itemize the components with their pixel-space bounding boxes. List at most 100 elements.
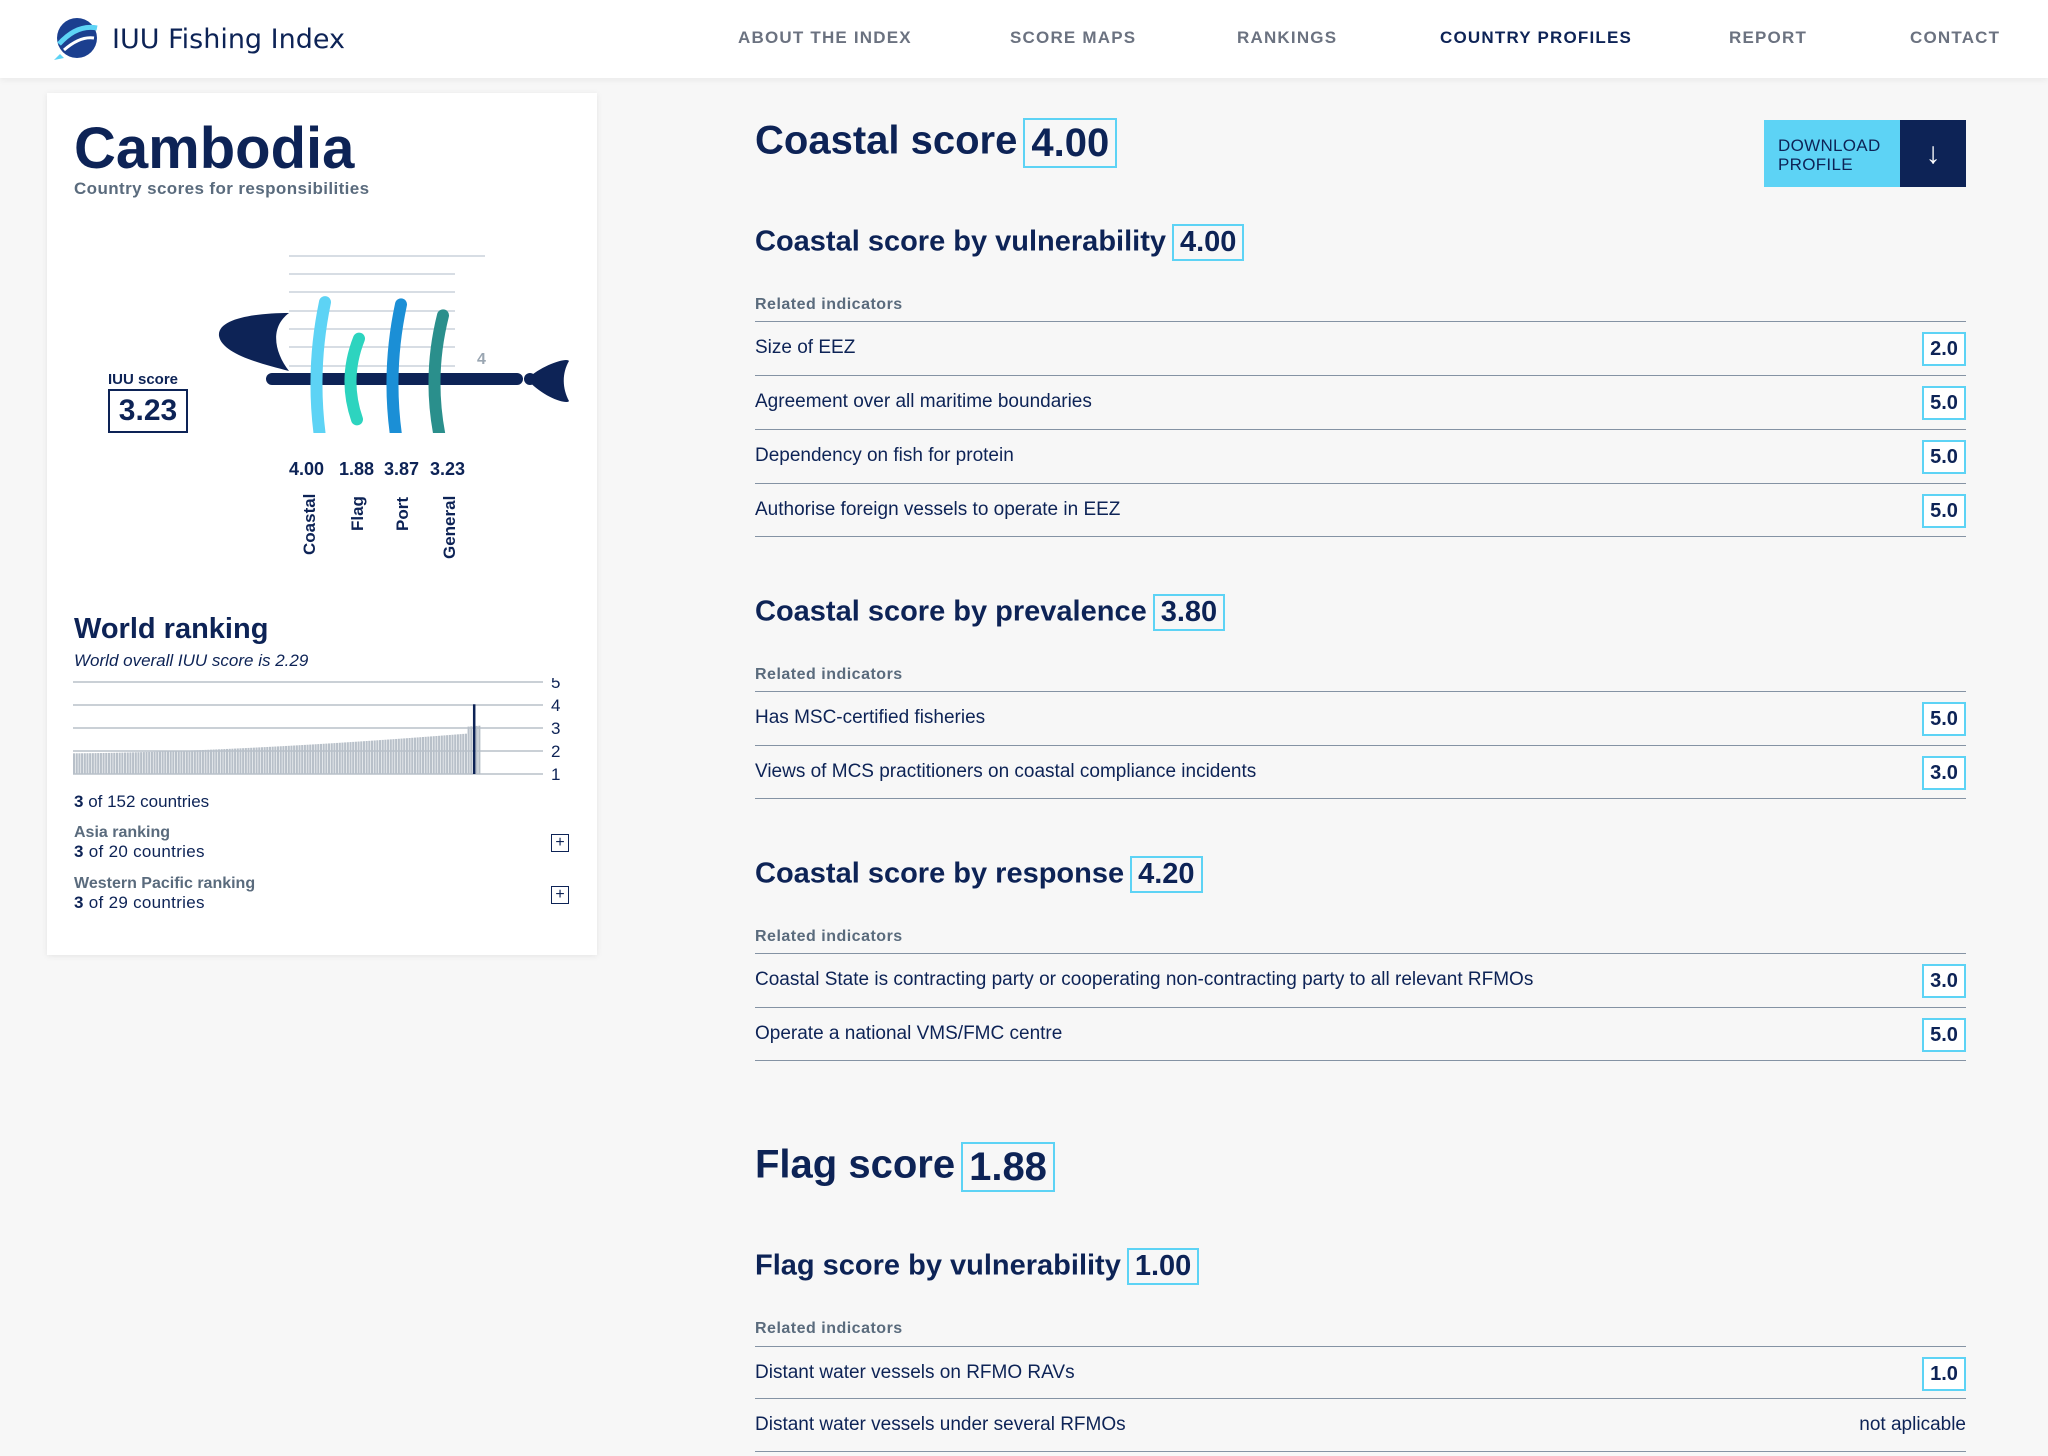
rank-bar (223, 749, 226, 774)
world-ranking-title: World ranking (74, 613, 269, 645)
rank-bar (290, 745, 293, 774)
rank-bar (180, 750, 183, 774)
rank-bar (107, 752, 110, 774)
rank-bar (287, 745, 290, 774)
rank-bar (341, 742, 344, 774)
rank-axis-tick-label: 3 (551, 719, 560, 738)
top-navigation-bar: IUU Fishing Index ABOUT THE INDEX SCORE … (0, 0, 2048, 78)
rank-bar (301, 745, 304, 774)
related-indicators-label: Related indicators (755, 1320, 903, 1337)
world-rank-count: 3 of 152 countries (74, 792, 210, 811)
indicator-row: Coastal State is contracting party or co… (755, 953, 1966, 1006)
nav-contact[interactable]: CONTACT (1910, 28, 2001, 47)
indicator-label: Distant water vessels on RFMO RAVs (755, 1362, 1075, 1383)
flag-score-value: 1.88 (339, 459, 375, 479)
rank-bar (234, 748, 237, 774)
expand-western-pacific-ranking-icon[interactable]: + (551, 886, 569, 904)
coastal-prevalence-heading: Coastal score by prevalence 3.80 (755, 594, 1226, 632)
rank-bar (419, 737, 422, 774)
rank-bar (172, 751, 175, 774)
rank-bar (260, 747, 263, 774)
rank-bar (191, 750, 194, 774)
nav-about-the-index[interactable]: ABOUT THE INDEX (738, 28, 912, 47)
rank-bar (376, 740, 379, 774)
fish-head-shape (218, 313, 289, 371)
indicator-row: Agreement over all maritime boundaries 5… (755, 375, 1966, 428)
nav-report[interactable]: REPORT (1729, 28, 1808, 47)
rank-bar (408, 738, 411, 774)
rank-bar (271, 746, 274, 774)
related-indicators-label: Related indicators (755, 296, 903, 313)
rank-bar (328, 743, 331, 774)
rank-bar (113, 752, 116, 774)
rank-bar (129, 752, 132, 774)
rank-bar (362, 741, 365, 774)
indicator-label: Agreement over all maritime boundaries (755, 391, 1092, 412)
nav-rankings[interactable]: RANKINGS (1237, 28, 1338, 47)
rank-bar (110, 752, 113, 774)
expand-asia-ranking-icon[interactable]: + (551, 834, 569, 852)
country-name: Cambodia (74, 116, 355, 181)
rank-bar (454, 734, 457, 774)
indicator-not-applicable: not aplicable (1859, 1414, 1966, 1435)
rank-bar (212, 749, 215, 774)
rank-bar (319, 743, 323, 774)
country-profile-card: Cambodia Country scores for responsibili… (47, 93, 597, 955)
coastal-vulnerability-heading: Coastal score by vulnerability 4.00 (755, 224, 1245, 262)
general-category-label: General (440, 495, 459, 559)
indicator-score: 5.0 (1922, 702, 1966, 736)
nav-score-maps[interactable]: SCORE MAPS (1010, 28, 1137, 47)
general-score-value: 3.23 (430, 459, 466, 479)
indicator-score: 3.0 (1922, 756, 1966, 790)
rank-bar (226, 748, 229, 774)
rank-bar (322, 743, 325, 774)
rank-bar (185, 750, 188, 774)
rank-bar (403, 738, 406, 774)
download-profile-button[interactable]: DOWNLOAD PROFILE ↓ (1764, 120, 1966, 187)
port-category-label: Port (393, 497, 412, 531)
rank-bar (392, 739, 395, 774)
rib-general (428, 309, 449, 433)
site-logo[interactable]: IUU Fishing Index (50, 14, 345, 64)
rank-bar (451, 734, 454, 774)
rank-bar (314, 744, 317, 774)
iuu-score-value: 3.23 (108, 389, 188, 433)
western-pacific-ranking-count: 3 of 29 countries (74, 893, 205, 912)
rank-bar (430, 736, 433, 774)
asia-ranking-label: Asia ranking (74, 824, 171, 841)
world-ranking-subtitle: World overall IUU score is 2.29 (74, 651, 309, 670)
rank-bar (132, 752, 135, 774)
indicator-row: Distant water vessels under several RFMO… (755, 1398, 1966, 1452)
indicator-label: Distant water vessels under several RFMO… (755, 1414, 1126, 1435)
rank-bar (274, 746, 277, 774)
rank-bar (94, 753, 97, 774)
rank-bar (242, 748, 245, 774)
rank-bar (175, 751, 178, 774)
rank-bar (209, 749, 212, 774)
rank-bar (338, 742, 341, 774)
fishbone-score-chart: 4 (218, 255, 569, 433)
rank-bar-highlight-cambodia (472, 704, 476, 774)
indicator-row: Operate a national VMS/FMC centre 5.0 (755, 1007, 1966, 1061)
coastal-prevalence-score-box: 3.80 (1152, 594, 1226, 632)
rank-bar (99, 753, 102, 774)
rank-bar (443, 735, 446, 774)
rank-bar (464, 733, 467, 774)
rank-bar (303, 744, 306, 774)
rank-bar (86, 753, 89, 774)
rank-bar (344, 742, 347, 774)
rank-bar (266, 746, 269, 774)
indicator-row: Authorise foreign vessels to operate in … (755, 483, 1966, 537)
rank-bar (199, 750, 202, 774)
rib-port (386, 298, 407, 433)
coastal-category-label: Coastal (300, 493, 319, 555)
rank-bar (126, 752, 129, 774)
rank-bar (277, 746, 280, 774)
rank-bar (438, 735, 441, 774)
flag-vulnerability-score-box: 1.00 (1126, 1248, 1200, 1286)
rank-bar (349, 742, 352, 774)
nav-country-profiles[interactable]: COUNTRY PROFILES (1440, 28, 1633, 47)
rank-bar (134, 752, 137, 774)
rank-bar (282, 746, 285, 774)
rank-bar (411, 737, 414, 774)
